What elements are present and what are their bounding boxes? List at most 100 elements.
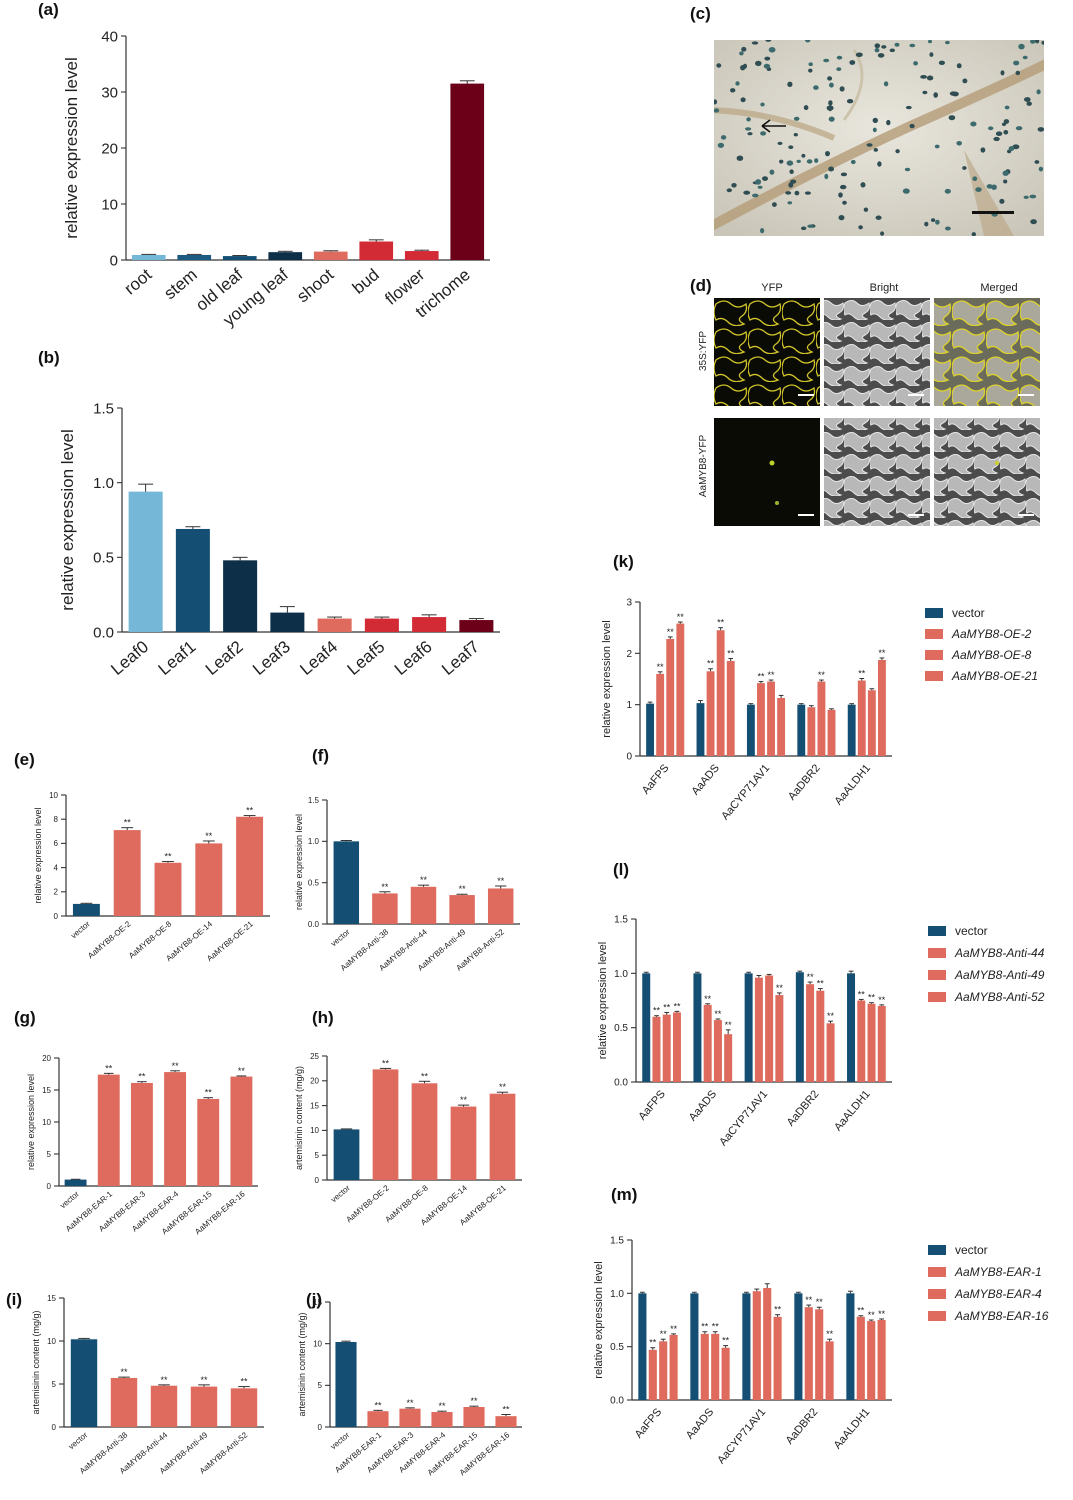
significance-marker: ** xyxy=(816,1297,824,1307)
bar-aamyb8-anti-49-aacyp71av1 xyxy=(765,975,774,1082)
significance-marker: ** xyxy=(653,1006,661,1016)
y-axis-label: artemisinin content (mg/g) xyxy=(31,1310,41,1414)
significance-marker: ** xyxy=(660,1329,668,1339)
trichome-dot xyxy=(855,52,863,58)
bar-vector-aaaldh1 xyxy=(846,1293,855,1400)
bar-aamyb8-ear-16-aacyp71av1 xyxy=(773,1316,782,1400)
trichome-dot xyxy=(975,187,982,193)
bar-flower xyxy=(404,251,439,260)
trichome-dot xyxy=(913,61,918,66)
y-tick-label: 0 xyxy=(110,252,118,269)
bar-vector-aadbr2 xyxy=(794,1293,803,1400)
trichome-dot xyxy=(765,40,772,42)
y-tick-label: 0.0 xyxy=(610,1396,624,1407)
trichome-dot xyxy=(980,147,986,153)
scale-bar xyxy=(1018,394,1034,396)
leaf-trichome-micrograph xyxy=(714,40,1044,236)
trichome-dot xyxy=(755,179,762,185)
x-tick-label: AaDBR2 xyxy=(784,1406,821,1446)
trichome-dot xyxy=(1024,97,1031,102)
bar-aamyb8-ear-1-aaads xyxy=(700,1333,709,1400)
bar-aamyb8-anti-44 xyxy=(150,1385,178,1427)
trichome-dot xyxy=(1015,70,1021,76)
trichome-dot xyxy=(772,202,777,208)
bar-vector xyxy=(64,1179,87,1186)
significance-marker: ** xyxy=(663,1002,671,1012)
bar-aamyb8-ear-4 xyxy=(431,1412,453,1427)
bar-vector-aafps xyxy=(642,973,651,1082)
trichome-dot xyxy=(714,108,720,113)
y-tick-label: 8 xyxy=(54,815,59,824)
bar-aamyb8-anti-49-aaaldh1 xyxy=(867,1003,876,1082)
significance-marker: ** xyxy=(205,1088,213,1098)
trichome-dot xyxy=(828,100,833,106)
trichome-dot xyxy=(1034,160,1040,164)
y-tick-label: 10 xyxy=(49,791,58,800)
bar-aamyb8-anti-49 xyxy=(449,895,475,924)
trichome-dot xyxy=(803,105,809,111)
panel-label-m: (m) xyxy=(611,1185,638,1204)
leaf-vein-branch xyxy=(714,107,836,141)
trichome-dot xyxy=(769,169,775,175)
trichome-dot xyxy=(905,105,912,110)
bar-shoot xyxy=(313,251,348,260)
bar-aamyb8-anti-44 xyxy=(410,886,437,924)
legend-label: AaMYB8-OE-2 xyxy=(951,627,1032,641)
trichome-dot xyxy=(1029,194,1037,199)
significance-marker: ** xyxy=(878,648,886,658)
trichome-dot xyxy=(825,151,830,157)
legend-swatch xyxy=(928,1289,946,1299)
panel-label-j: (j) xyxy=(306,1290,323,1309)
bar-aamyb8-anti-49 xyxy=(190,1386,218,1427)
bar-vector-aaaldh1 xyxy=(847,704,856,756)
panel-label-i: (i) xyxy=(6,1290,23,1309)
nucleus-signal xyxy=(775,501,779,505)
bar-aamyb8-oe-8 xyxy=(154,862,182,916)
bar-aamyb8-oe-8-aafps xyxy=(666,638,675,756)
bar-vector-aadbr2 xyxy=(795,972,804,1082)
bar-aamyb8-anti-44-aadbr2 xyxy=(806,984,815,1082)
bar-leaf6 xyxy=(412,617,447,632)
trichome-dot xyxy=(808,68,813,73)
trichome-dot xyxy=(971,232,976,236)
trichome-dot xyxy=(1022,55,1028,60)
bar-aamyb8-oe-14 xyxy=(450,1106,477,1180)
col-label-bright: Bright xyxy=(869,282,899,294)
bar-aamyb8-oe-8-aaaldh1 xyxy=(867,690,876,756)
panel-label-g: (g) xyxy=(14,1008,36,1027)
col-label-merged: Merged xyxy=(980,282,1018,294)
bar-aamyb8-ear-4 xyxy=(164,1072,187,1186)
scale-bar xyxy=(798,514,814,516)
nucleus-signal xyxy=(995,461,999,465)
row-label-35s-yfp: 35S:YFP xyxy=(698,331,709,371)
trichome-dot xyxy=(866,143,873,147)
y-tick-label: 1.0 xyxy=(93,475,114,492)
bar-aamyb8-anti-44-aacyp71av1 xyxy=(754,977,763,1082)
trichome-dot xyxy=(886,119,891,126)
panel-label-c: (c) xyxy=(690,4,711,23)
significance-marker: ** xyxy=(722,1336,730,1346)
y-tick-label: 15 xyxy=(42,1086,51,1095)
y-axis-label: relative expression level xyxy=(26,1074,36,1170)
trichome-dot xyxy=(796,159,801,163)
trichome-dot xyxy=(717,142,725,148)
trichome-dot xyxy=(929,52,934,57)
trichome-dot xyxy=(935,219,940,225)
legend-label: vector xyxy=(955,924,988,938)
y-tick-label: 0 xyxy=(54,912,59,921)
legend-swatch xyxy=(928,926,946,936)
y-tick-label: 5 xyxy=(47,1150,52,1159)
trichome-dot xyxy=(827,76,833,81)
significance-marker: ** xyxy=(701,1322,709,1332)
significance-marker: ** xyxy=(768,670,776,680)
significance-marker: ** xyxy=(817,979,825,989)
significance-marker: ** xyxy=(460,1095,468,1105)
y-tick-label: 1 xyxy=(626,700,632,711)
scale-bar xyxy=(1018,514,1034,516)
significance-marker: ** xyxy=(164,852,172,862)
significance-marker: ** xyxy=(727,648,735,658)
trichome-dot xyxy=(922,90,928,95)
significance-marker: ** xyxy=(868,993,876,1003)
bar-aamyb8-oe-2-aafps xyxy=(656,673,665,756)
